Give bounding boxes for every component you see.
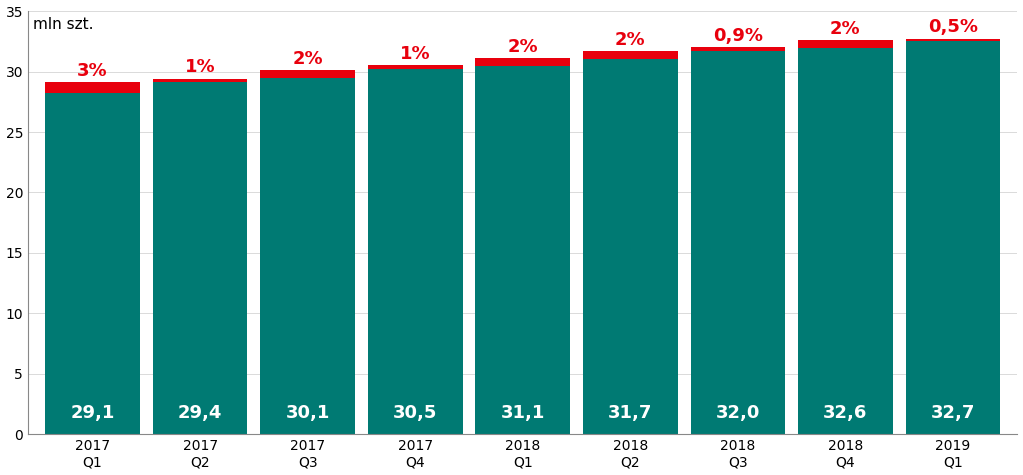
Text: 29,1: 29,1 [71,404,115,422]
Text: 3%: 3% [78,62,107,80]
Text: 29,4: 29,4 [178,404,222,422]
Bar [260,77,355,434]
Bar [691,48,785,51]
Text: mln szt.: mln szt. [33,18,93,32]
Text: 31,1: 31,1 [500,404,545,422]
Bar [152,79,248,82]
Bar [691,51,785,434]
Bar [905,39,1000,41]
Bar [583,51,677,58]
Text: 0,5%: 0,5% [928,19,978,37]
Bar [45,93,140,434]
Bar [798,48,893,434]
Bar [476,66,570,434]
Text: 30,5: 30,5 [393,404,438,422]
Bar [152,82,248,434]
Text: 31,7: 31,7 [608,404,653,422]
Text: 32,0: 32,0 [716,404,760,422]
Text: 32,6: 32,6 [824,404,868,422]
Bar [260,70,355,77]
Bar [368,69,462,434]
Bar [798,40,893,48]
Bar [583,58,677,434]
Bar [476,58,570,66]
Text: 2%: 2% [293,50,323,68]
Text: 2%: 2% [507,38,538,56]
Text: 2%: 2% [615,30,646,48]
Text: 30,1: 30,1 [285,404,329,422]
Bar [368,66,462,69]
Bar [905,41,1000,434]
Text: 1%: 1% [400,45,431,63]
Text: 2%: 2% [830,19,860,38]
Text: 1%: 1% [185,58,216,76]
Text: 32,7: 32,7 [931,404,975,422]
Bar [45,83,140,93]
Text: 0,9%: 0,9% [713,27,763,45]
